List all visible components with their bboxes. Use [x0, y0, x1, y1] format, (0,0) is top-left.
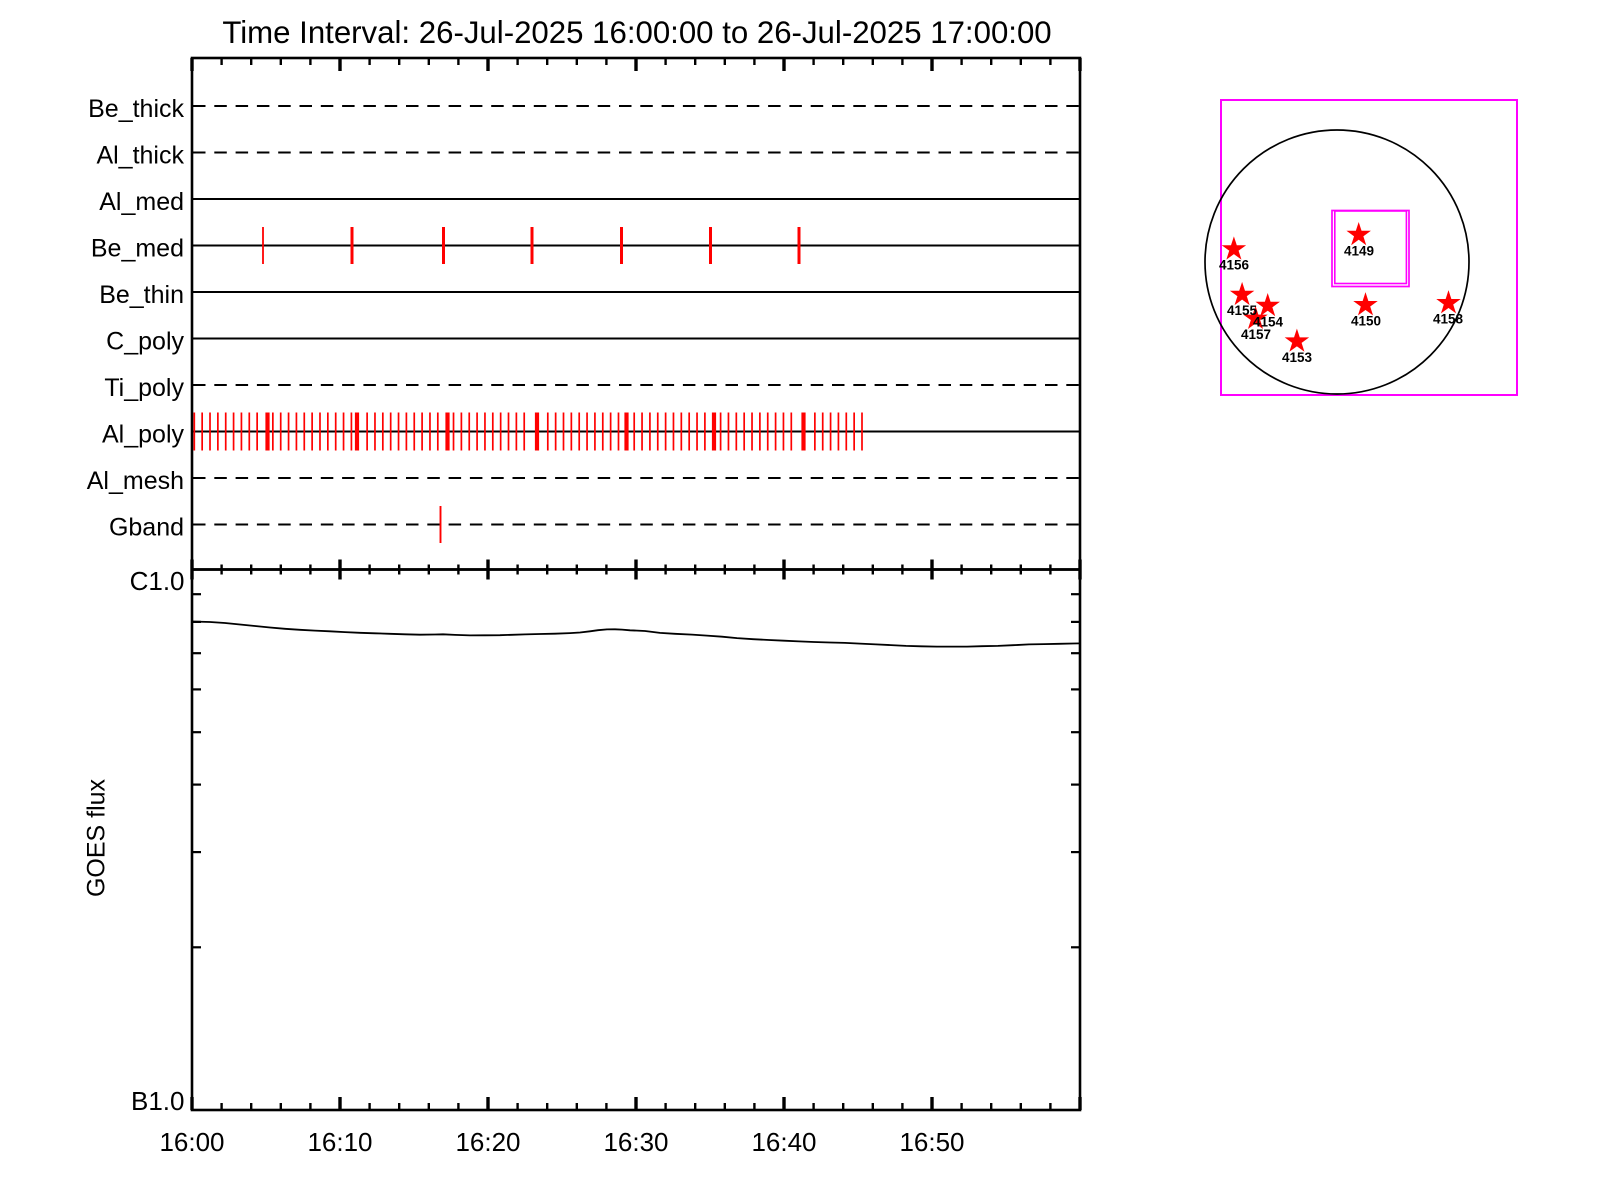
svg-text:GOES flux: GOES flux: [83, 778, 111, 897]
svg-text:16:10: 16:10: [307, 1127, 372, 1157]
svg-text:Al_poly: Al_poly: [102, 421, 184, 449]
svg-text:4155: 4155: [1227, 303, 1258, 318]
svg-text:B1.0: B1.0: [131, 1086, 185, 1116]
svg-text:Ti_poly: Ti_poly: [104, 374, 184, 402]
svg-text:4153: 4153: [1282, 350, 1313, 365]
svg-text:4156: 4156: [1219, 258, 1250, 273]
svg-text:Time Interval: 26-Jul-2025 16:: Time Interval: 26-Jul-2025 16:00:00 to 2…: [222, 15, 1051, 50]
svg-text:16:00: 16:00: [159, 1127, 224, 1157]
svg-text:4154: 4154: [1253, 314, 1284, 329]
svg-text:Be_med: Be_med: [91, 235, 184, 263]
svg-text:Al_mesh: Al_mesh: [87, 467, 184, 495]
svg-text:4158: 4158: [1433, 312, 1464, 327]
svg-text:Be_thick: Be_thick: [88, 95, 184, 123]
svg-text:Gband: Gband: [109, 514, 184, 542]
svg-text:Be_thin: Be_thin: [99, 281, 184, 309]
svg-text:16:30: 16:30: [603, 1127, 668, 1157]
svg-text:16:20: 16:20: [455, 1127, 520, 1157]
svg-text:16:50: 16:50: [899, 1127, 964, 1157]
svg-text:Al_thick: Al_thick: [96, 142, 184, 170]
svg-text:4157: 4157: [1241, 327, 1271, 342]
svg-text:16:40: 16:40: [751, 1127, 816, 1157]
svg-text:C_poly: C_poly: [106, 328, 184, 356]
svg-text:C1.0: C1.0: [130, 566, 185, 596]
svg-text:Al_med: Al_med: [99, 188, 184, 216]
svg-text:4149: 4149: [1344, 243, 1374, 258]
svg-text:4150: 4150: [1351, 314, 1381, 329]
